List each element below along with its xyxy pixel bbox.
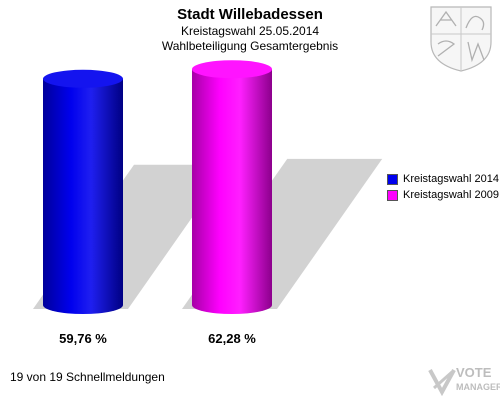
chart-legend: Kreistagswahl 2014 Kreistagswahl 2009 [387,171,499,203]
coat-of-arms-icon [430,6,492,72]
bar-top [43,69,123,88]
bar-top [192,60,272,79]
brand-line2: MANAGER [456,382,500,392]
votemanager-logo-icon: VOTE MANAGER [428,365,500,396]
bar-value-label: 62,28 % [208,331,256,346]
bar [192,69,272,315]
legend-label-0: Kreistagswahl 2014 [403,173,500,185]
chart-title: Stadt Willebadessen [177,6,323,23]
legend-item: Kreistagswahl 2014 [387,171,499,187]
bar-value-label: 59,76 % [59,331,107,346]
legend-swatch-0 [387,173,398,185]
chart-subtitle: Kreistagswahl 25.05.2014 [180,24,320,38]
legend-label-1: Kreistagswahl 2009 [403,189,500,201]
brand-line1: VOTE [456,365,492,380]
bar [43,78,123,314]
chart-bars [43,60,272,315]
legend-item: Kreistagswahl 2009 [387,187,499,203]
footer-status: 19 von 19 Schnellmeldungen [10,370,165,384]
chart-value-labels: 59,76 % 62,28 % [59,331,256,346]
legend-swatch-1 [387,189,398,201]
chart-subtitle-2: Wahlbeteiligung Gesamtergebnis [161,39,339,53]
